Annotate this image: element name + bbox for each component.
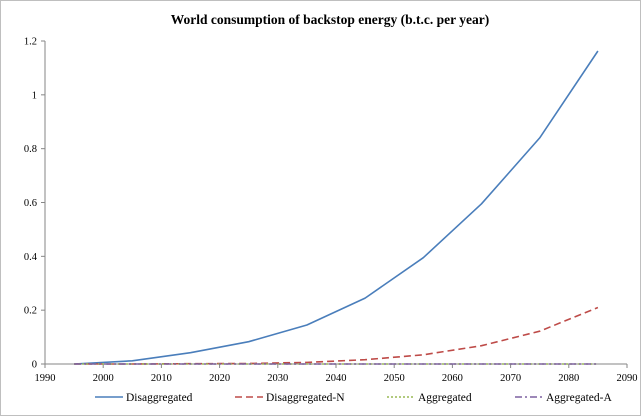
y-tick-label: 0.4	[24, 252, 38, 263]
x-tick-label: 2090	[617, 373, 638, 384]
legend-label-disaggregated-n: Disaggregated-N	[266, 392, 345, 404]
legend-label-aggregated-a: Aggregated-A	[546, 392, 612, 404]
series-line-disaggregated	[74, 50, 599, 365]
x-tick-label: 2020	[209, 373, 230, 384]
series-lines	[74, 50, 599, 365]
x-tick-label: 2050	[384, 373, 405, 384]
x-tick-label: 2000	[93, 373, 114, 384]
x-tick-label: 2080	[558, 373, 579, 384]
x-tick-label: 2040	[326, 373, 347, 384]
x-tick-label: 2060	[442, 373, 463, 384]
series-line-disaggregated-n	[74, 306, 599, 365]
y-tick-label: 1	[32, 90, 37, 101]
y-tick-label: 0	[32, 360, 37, 371]
legend-label-disaggregated: Disaggregated	[126, 392, 193, 404]
legend-label-aggregated: Aggregated	[418, 392, 472, 404]
axes: 0 0.2 0.4 0.6 0.8 1 1.2 1990 2000 2010 2020 2030 204…	[24, 37, 638, 385]
x-tick-label: 2010	[151, 373, 172, 384]
legend: Disaggregated Disaggregated-N Aggregated Ag…	[95, 392, 612, 404]
y-tick-label: 0.8	[24, 144, 37, 155]
chart-title: World consumption of backstop energy (b.…	[171, 12, 490, 27]
x-tick-label: 2070	[500, 373, 521, 384]
x-tick-label: 2030	[267, 373, 288, 384]
y-tick-label: 0.6	[24, 198, 37, 209]
y-tick-label: 1.2	[24, 37, 37, 48]
x-tick-label: 1990	[35, 373, 56, 384]
y-tick-label: 0.2	[24, 306, 37, 317]
